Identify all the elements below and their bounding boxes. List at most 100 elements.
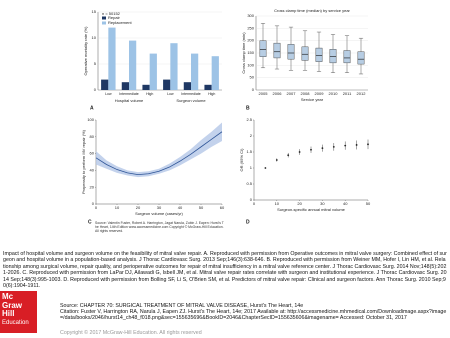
x-tick-label: 10: [275, 201, 280, 206]
bar: [149, 53, 157, 90]
y-tick-label: 100: [247, 62, 254, 67]
source: Source: CHAPTER 70: SURGICAL TREATMENT O…: [60, 303, 304, 309]
panel-label: C: [88, 219, 92, 225]
bar: [191, 53, 199, 90]
bar: [101, 79, 109, 90]
y-tick-label: 150: [247, 50, 254, 55]
x-tick-label: 20: [136, 205, 141, 210]
y-tick-label: 300: [247, 13, 254, 18]
group-label: Hospital volume: [115, 98, 144, 103]
x-tick-label: Low: [105, 92, 112, 96]
x-tick-label: 2005: [259, 91, 269, 96]
y-tick-label: 40: [90, 167, 95, 172]
y-tick-label: 15: [92, 9, 97, 14]
copyright: Copyright © 2017 McGraw-Hill Education. …: [60, 330, 202, 336]
group-label: Surgeon volume: [176, 98, 206, 103]
y-tick-label: 0: [250, 197, 253, 202]
y-axis-label: OR (95% CI): [239, 148, 244, 172]
box: [301, 46, 309, 61]
logo-text: Graw: [2, 300, 23, 310]
x-tick-label: 2012: [357, 91, 367, 96]
point: [344, 144, 347, 147]
bar: [108, 27, 116, 91]
legend-label: Repair: [108, 15, 120, 20]
y-tick-label: 1.5: [246, 149, 252, 154]
bar: [211, 56, 219, 90]
y-tick-label: 0.5: [246, 181, 252, 186]
y-tick-label: 20: [90, 184, 95, 189]
x-tick-label: 2008: [301, 91, 311, 96]
box: [357, 51, 365, 65]
caption: Impact of hospital volume and surgeon vo…: [3, 251, 447, 290]
x-tick-label: 30: [157, 205, 162, 210]
y-tick-label: 60: [90, 151, 95, 156]
legend-label: Replacement: [108, 20, 132, 25]
y-tick-label: 80: [90, 134, 95, 139]
y-tick-label: 2: [250, 133, 253, 138]
x-axis-label: Surgeon-specific annual mitral volume: [277, 207, 346, 212]
box: [273, 42, 281, 59]
logo-text: Mc: [2, 292, 14, 301]
x-axis-label: Surgeon volume (cases/yr): [135, 211, 183, 216]
bar: [129, 40, 137, 90]
x-tick-label: 0: [253, 201, 256, 206]
point: [298, 151, 301, 153]
bar: [142, 84, 150, 90]
bar: [163, 79, 171, 90]
x-tick-label: Intermediate: [181, 92, 201, 96]
chart-title: Cross clamp time (median) by service yea…: [274, 8, 350, 13]
x-tick-label: 2010: [329, 91, 339, 96]
x-tick-label: 2009: [315, 91, 325, 96]
x-tick-label: Low: [167, 92, 174, 96]
y-axis-label: Operative mortality rate (%): [83, 26, 88, 76]
y-tick-label: 5: [94, 61, 97, 66]
y-axis-label: Propensity to perform MV repair (%): [81, 129, 86, 194]
x-tick-label: 60: [220, 205, 225, 210]
x-tick-label: High: [208, 92, 215, 96]
x-tick-label: 50: [366, 201, 371, 206]
y-tick-label: 100: [87, 117, 94, 122]
y-tick-label: 50: [250, 75, 255, 80]
bar: [121, 82, 129, 90]
y-tick-label: 0: [94, 87, 97, 92]
y-tick-label: 250: [247, 25, 254, 30]
logo-text: Hill: [2, 309, 15, 319]
point: [264, 167, 267, 169]
x-tick-label: 40: [178, 205, 183, 210]
box: [315, 47, 323, 62]
point: [275, 159, 278, 161]
box: [329, 49, 337, 64]
x-tick-label: 2007: [287, 91, 297, 96]
y-tick-label: 0: [252, 87, 255, 92]
bar: [204, 84, 212, 90]
point: [355, 144, 358, 146]
citation: Citation: Fuster V, Harrington RA, Narul…: [60, 309, 447, 322]
point: [287, 154, 290, 157]
line: [95, 131, 223, 176]
legend-swatch: [102, 16, 106, 20]
x-tick-label: 30: [320, 201, 325, 206]
x-axis-label: Service year: [301, 97, 324, 102]
x-tick-label: 2011: [343, 91, 352, 96]
y-tick-label: 10: [92, 35, 97, 40]
panel-label: B: [246, 105, 250, 111]
y-tick-label: 1: [250, 165, 253, 170]
logo-text: Education: [2, 319, 29, 326]
point: [332, 145, 335, 148]
y-tick-label: 2.5: [246, 117, 252, 122]
figure-source: Source: Valentin Fuster, Robert A. Harri…: [95, 221, 224, 234]
y-tick-label: 0: [92, 201, 95, 206]
x-tick-label: 20: [297, 201, 302, 206]
x-tick-label: 40: [343, 201, 348, 206]
x-tick-label: Intermediate: [119, 92, 139, 96]
box: [287, 44, 295, 60]
point: [321, 147, 324, 150]
point: [310, 148, 312, 151]
bar: [183, 82, 191, 90]
logo: Mc Graw Hill Education: [0, 291, 37, 333]
x-tick-label: 10: [115, 205, 120, 210]
legend-swatch: [102, 21, 106, 25]
y-axis-label: Cross clamp time (min): [241, 32, 246, 74]
